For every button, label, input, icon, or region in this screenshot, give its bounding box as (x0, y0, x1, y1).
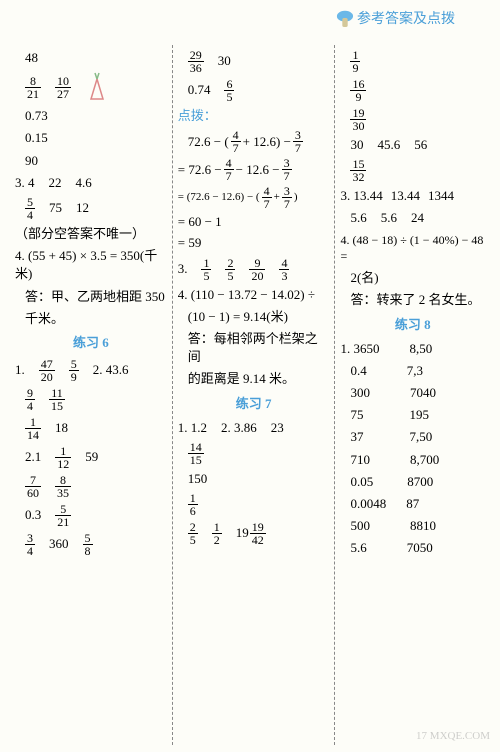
value-row: 377,50 (340, 428, 485, 446)
value-row: 25 12 191942 (178, 521, 330, 546)
value-row: 34 360 58 (15, 532, 167, 557)
fraction-row: 94 1115 (15, 387, 167, 412)
mushroom-icon (336, 9, 354, 31)
equation: 4. (110 − 13.72 − 14.02) ÷ (178, 286, 330, 304)
value-row: 75195 (340, 406, 485, 424)
equation: 4. (55 + 45) × 3.5 = 350(千米) (15, 247, 167, 283)
equation: 2(名) (340, 269, 485, 287)
answer-text: 答：甲、乙两地相距 350 (15, 288, 167, 306)
header-title: 参考答案及点拨 (357, 12, 455, 27)
value-row: 3. 13.4413.441344 (340, 187, 485, 205)
value-row: 0.74 65 (178, 78, 330, 103)
value: 0.15 (15, 129, 167, 147)
equation-line: 72.6 − ( 47 + 12.6) − 37 (178, 129, 330, 154)
section-title-7: 练习 7 (178, 395, 330, 413)
page-header: 参考答案及点拨 (336, 8, 456, 31)
fraction: 169 (340, 78, 485, 103)
value-row: 5008810 (340, 517, 485, 535)
value-row: 0.47,3 (340, 362, 485, 380)
fraction: 16 (178, 492, 330, 517)
value-row: 54 7512 (15, 196, 167, 221)
value-row: 7108,700 (340, 451, 485, 469)
value-row: 0.004887 (340, 495, 485, 513)
value: 90 (15, 152, 167, 170)
fraction-row: 760 835 (15, 474, 167, 499)
watermark: 17 MXQE.COM (416, 730, 490, 742)
value-row: 1. 4720 59 2. 43.6 (15, 358, 167, 383)
column-3: 19 169 1930 3045.656 1532 3. 13.4413.441… (335, 45, 490, 745)
answer-text: 答：转来了 2 名女生。 (340, 291, 485, 309)
value-row: 1. 1.22. 3.8623 (178, 419, 330, 437)
fraction: 1415 (178, 441, 330, 466)
hint-label: 点拨： (178, 107, 330, 125)
value-row: 1. 36508,50 (340, 340, 485, 358)
content-area: 48 821 1027 0.73 0.15 90 3. 4224.6 54 75… (10, 45, 490, 745)
section-title-6: 练习 6 (15, 334, 167, 352)
carrot-icon (85, 71, 109, 103)
column-1: 48 821 1027 0.73 0.15 90 3. 4224.6 54 75… (10, 45, 173, 745)
column-2: 2936 30 0.74 65 点拨： 72.6 − ( 47 + 12.6) … (173, 45, 336, 745)
note: （部分空答案不唯一） (15, 225, 167, 243)
answer-text: 答：每相邻两个栏架之间 (178, 330, 330, 366)
value-row: 114 18 (15, 416, 167, 441)
equation-line: = 59 (178, 234, 330, 252)
value-row: 5.67050 (340, 539, 485, 557)
value-row: 3007040 (340, 384, 485, 402)
equation-line: = (72.6 − 12.6) − ( 47 + 37 ) (178, 185, 330, 210)
fraction-row: 821 1027 (15, 71, 167, 103)
value-row: 0.058700 (340, 473, 485, 491)
answer-text: 千米。 (15, 310, 167, 328)
value-row: 2936 30 (178, 49, 330, 74)
equation: (10 − 1) = 9.14(米) (178, 308, 330, 326)
value-row: 5.65.624 (340, 209, 485, 227)
equation-line: = 60 − 1 (178, 213, 330, 231)
section-title-8: 练习 8 (340, 316, 485, 334)
fraction: 1930 (340, 107, 485, 132)
fraction: 1532 (340, 158, 485, 183)
equation-line: = 72.6 − 47 − 12.6 − 37 (178, 157, 330, 182)
value-row: 2.1 112 59 (15, 445, 167, 470)
value-row: 3. 4224.6 (15, 174, 167, 192)
equation: 4. (48 − 18) ÷ (1 − 40%) − 48 = (340, 232, 485, 266)
value: 48 (15, 49, 167, 67)
value-row: 3. 15 25 920 43 (178, 257, 330, 282)
answer-text: 的距离是 9.14 米。 (178, 370, 330, 388)
value: 0.73 (15, 107, 167, 125)
fraction: 19 (340, 49, 485, 74)
value: 150 (178, 470, 330, 488)
value-row: 0.3 521 (15, 503, 167, 528)
value-row: 3045.656 (340, 136, 485, 154)
